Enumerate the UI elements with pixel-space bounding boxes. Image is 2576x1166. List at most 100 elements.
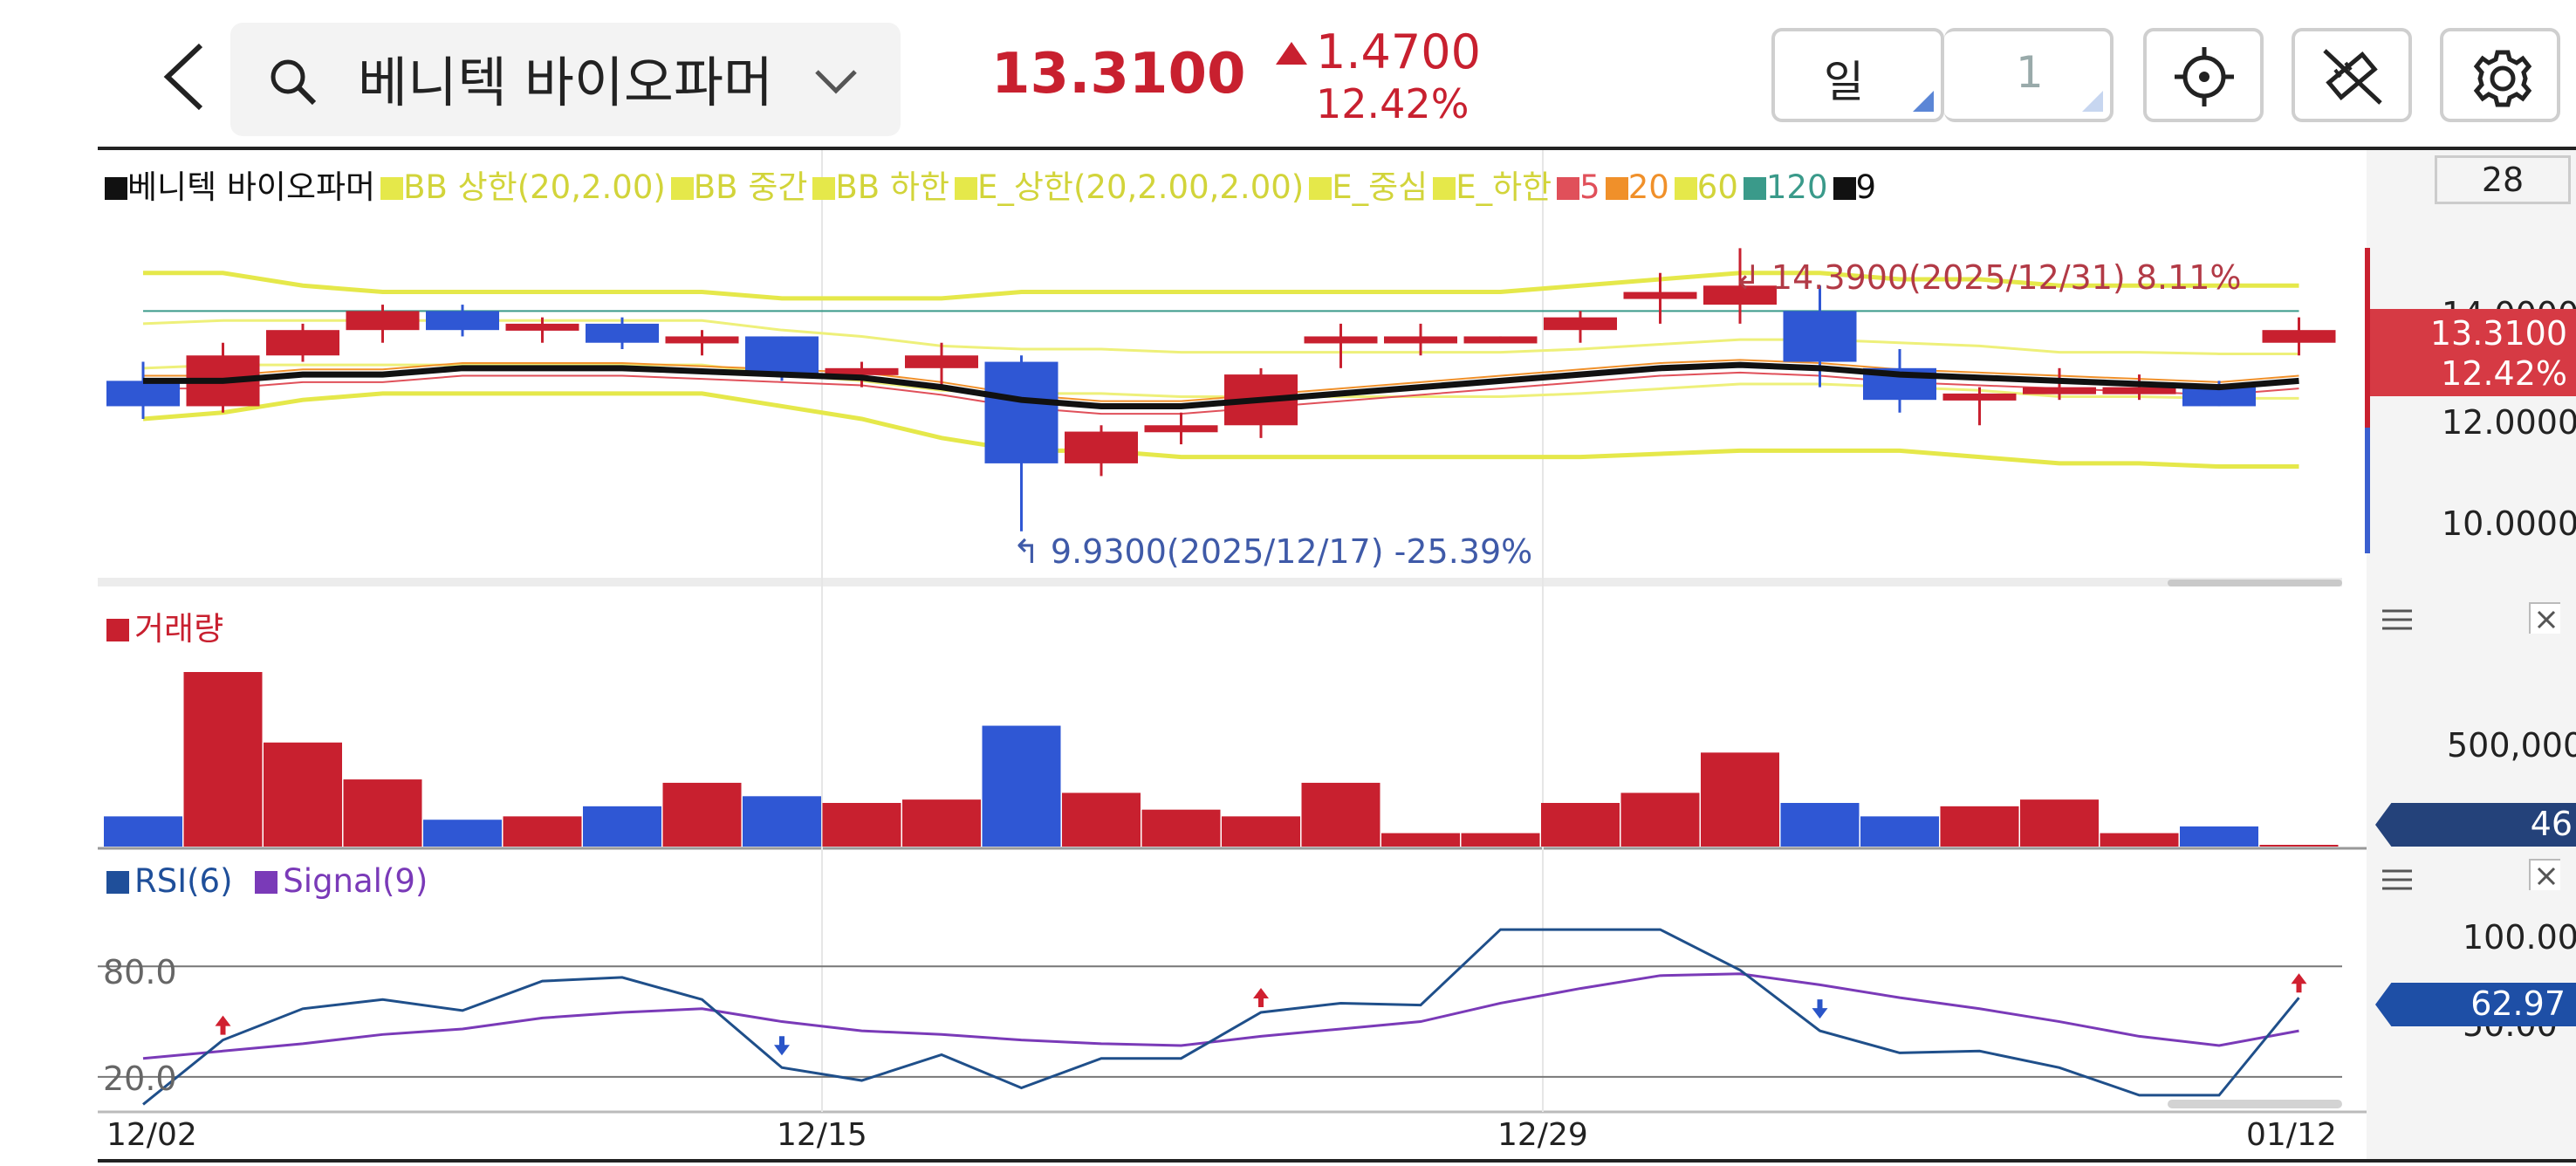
legend-item-label: 20 <box>1627 168 1669 206</box>
candle-body <box>984 361 1058 463</box>
back-button[interactable] <box>150 35 220 119</box>
volume-marks <box>104 672 2339 847</box>
rsi-panel-scroll-thumb[interactable] <box>2168 1100 2342 1108</box>
buy-arrow-icon <box>215 1015 231 1035</box>
volume-bar <box>503 816 582 847</box>
volume-bar <box>1701 752 1779 847</box>
volume-bar <box>1860 816 1939 847</box>
legend-swatch <box>1833 177 1856 200</box>
legend-swatch <box>380 177 404 200</box>
candle-body <box>2102 387 2176 394</box>
candle-body <box>665 336 739 344</box>
rsi-level-low-label: 20.0 <box>103 1060 177 1098</box>
volume-bar <box>2100 833 2179 847</box>
candle-body <box>2262 330 2336 343</box>
volume-bar <box>743 796 821 847</box>
volume-bar <box>902 799 981 847</box>
rsi-panel-menu-icon[interactable] <box>2381 864 2412 895</box>
candle-body <box>1065 431 1138 463</box>
candle-body <box>825 367 899 375</box>
rsi-legend: RSI(6) Signal(9) <box>106 862 428 900</box>
legend-swatch <box>1309 177 1333 200</box>
price-change-percent: 12.42% <box>1316 80 1470 127</box>
volume-bar <box>1940 806 2019 847</box>
search-icon <box>271 59 317 106</box>
legend-swatch <box>106 871 129 894</box>
x-tick-label: 12/29 <box>1497 1117 1588 1153</box>
volume-legend-label: 거래량 <box>134 610 224 648</box>
drawing-tools-button[interactable] <box>2292 28 2412 122</box>
sell-arrow-icon <box>774 1036 790 1056</box>
volume-panel-close-icon[interactable] <box>2529 602 2560 634</box>
volume-bar <box>264 742 342 847</box>
volume-bar <box>1062 792 1141 847</box>
legend-item-label: BB 상한(20,2.00) <box>403 168 666 206</box>
volume-bar <box>822 803 901 847</box>
candle-body <box>1544 317 1617 331</box>
volume-bar <box>1141 809 1221 847</box>
main-marks <box>106 248 2336 532</box>
legend-item-label: E_하한 <box>1456 168 1552 206</box>
candle-body <box>266 330 339 356</box>
buy-arrow-icon <box>2291 973 2307 993</box>
visible-count-box[interactable]: 28 <box>2435 155 2571 204</box>
candle-body <box>346 311 420 331</box>
legend-item-label: 베니텍 바이오파머 <box>127 168 376 206</box>
high-annotation: ↲ 14.3900(2025/12/31) 8.11% <box>1733 258 2242 297</box>
legend-swatch <box>1605 177 1628 200</box>
low-arrow-icon: ↰ <box>1012 532 1051 571</box>
volume-bar <box>1541 803 1620 847</box>
candle-body <box>1623 292 1697 299</box>
legend-swatch <box>1557 177 1580 200</box>
candle-body <box>905 355 978 368</box>
legend-swatch <box>670 177 694 200</box>
rsi-panel-close-icon[interactable] <box>2529 859 2560 890</box>
legend-swatch <box>1743 177 1766 200</box>
badge-percent: 12.42% <box>2441 354 2567 393</box>
volume-bar <box>183 672 263 847</box>
candle-body <box>1144 425 1218 433</box>
legend-item-label: 120 <box>1765 168 1828 206</box>
settings-button[interactable] <box>2440 28 2560 122</box>
rsi-badge-value: 62.97 <box>2470 984 2566 1023</box>
main-panel-scroll-thumb[interactable] <box>2168 580 2342 586</box>
volume-bar <box>423 820 502 847</box>
envelope-upper-line <box>142 319 2299 355</box>
y-tick-label: 12.0000 <box>2442 403 2576 442</box>
header-divider <box>98 147 2576 150</box>
main-panel-scrollbar-track[interactable] <box>98 578 2342 586</box>
candle-body <box>2182 387 2256 407</box>
candle-body <box>586 323 659 343</box>
chevron-down-icon <box>815 70 857 94</box>
legend-item-label: BB 하한 <box>835 168 950 206</box>
period-select-button[interactable] <box>1771 28 1944 122</box>
rsi-legend-label: RSI(6) <box>134 862 233 900</box>
crosshair-button[interactable] <box>2143 28 2264 122</box>
volume-bar <box>1780 803 1860 847</box>
candle-body <box>1703 285 1777 305</box>
interval-select-button[interactable] <box>1944 28 2114 122</box>
legend-item-label: E_상한(20,2.00,2.00) <box>977 168 1305 206</box>
legend-swatch <box>1433 177 1456 200</box>
candle-body <box>1384 336 1457 344</box>
legend-item-label: 9 <box>1855 168 1877 206</box>
sell-arrow-icon <box>1812 999 1828 1019</box>
chevron-left-icon <box>163 43 203 111</box>
legend-item-label: 5 <box>1579 168 1600 206</box>
rsi-line <box>142 928 2300 1106</box>
stock-search-box[interactable] <box>230 23 901 136</box>
current-price: 13.3100 <box>991 42 1246 106</box>
legend-item-label: BB 중간 <box>693 168 808 206</box>
candle-body <box>1783 311 1857 362</box>
rsi-badge: 62.97 <box>2375 983 2576 1026</box>
volume-bar <box>662 782 742 847</box>
interval-label: 1 <box>2016 47 2044 98</box>
legend-swatch <box>812 177 836 200</box>
legend-swatch <box>955 177 978 200</box>
legend-item-label: 60 <box>1696 168 1738 206</box>
current-price-badge: 13.3100 12.42% <box>2370 309 2576 396</box>
legend-swatch <box>106 619 129 641</box>
x-tick-label: 01/12 <box>2246 1117 2337 1153</box>
volume-panel-menu-icon[interactable] <box>2381 604 2412 635</box>
dropdown-corner-icon <box>2082 91 2103 112</box>
